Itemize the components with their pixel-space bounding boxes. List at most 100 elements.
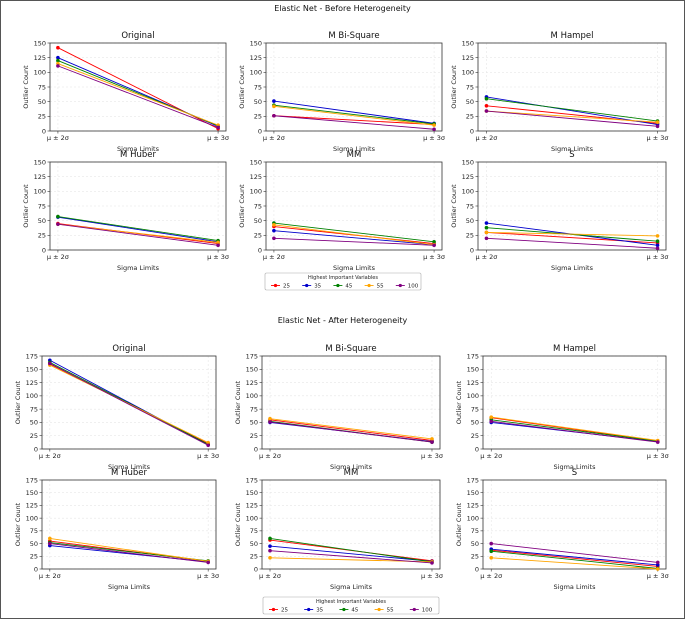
data-point-55: [655, 234, 660, 238]
y-tick-label: 0: [42, 246, 46, 254]
chart-group-1: Elastic Net - Before Heterogeneity 0 25 50 7…: [22, 4, 669, 291]
subplot-title: M Hampel: [551, 31, 594, 41]
x-tick-label: μ ± 3σ: [423, 134, 445, 142]
y-tick-label: 125: [250, 54, 262, 62]
legend-marker-100: [398, 283, 402, 288]
y-axis-label: Outlier Count: [238, 65, 246, 109]
data-point-100: [216, 125, 220, 130]
x-tick-label: μ ± 3σ: [197, 572, 219, 580]
x-tick-label: μ ± 3σ: [647, 253, 669, 261]
x-tick-label: μ ± 2σ: [475, 134, 497, 142]
data-point-100: [216, 243, 220, 248]
y-tick-label: 125: [34, 54, 46, 62]
y-tick-label: 150: [462, 158, 474, 166]
y-tick-label: 50: [466, 98, 474, 106]
series-line-45: [491, 550, 658, 569]
y-tick-label: 100: [467, 392, 479, 400]
x-tick-label: μ ± 2σ: [480, 452, 502, 460]
subplot-2: 0 25 50 75 100 125 150 175 μ ± 2σ μ ± 3σ M Bi-Squa…: [234, 344, 443, 471]
series-line-100: [491, 543, 658, 563]
y-tick-label: 50: [471, 419, 479, 427]
y-tick-label: 0: [475, 445, 479, 453]
y-tick-label: 150: [246, 489, 258, 497]
series-line-55: [57, 223, 219, 243]
plot-frame: [49, 161, 227, 251]
series-line-35: [269, 545, 433, 562]
x-tick-label: μ ± 2σ: [475, 253, 497, 261]
legend-marker-45: [336, 283, 340, 288]
y-tick-label: 100: [250, 188, 262, 196]
data-point-35: [272, 228, 276, 233]
y-tick-label: 25: [254, 232, 262, 240]
y-tick-label: 125: [26, 502, 38, 510]
legend-marker-35: [305, 283, 309, 288]
plot-frame: [49, 42, 227, 132]
data-point-25: [484, 103, 489, 108]
y-tick-label: 25: [471, 553, 479, 561]
subplot-5: 0 25 50 75 100 125 150 μ ± 2σ μ ± 3σ MM Sigma Limi…: [238, 150, 445, 272]
data-point-100: [268, 420, 272, 424]
series-line-100: [49, 363, 209, 446]
legend-marker-55: [367, 283, 371, 288]
data-point-100: [489, 541, 494, 546]
x-axis-label: Sigma Limits: [108, 463, 151, 471]
y-tick-label: 25: [466, 113, 474, 121]
y-tick-label: 75: [254, 83, 262, 91]
legend-marker-55: [377, 607, 381, 612]
data-point-55: [655, 120, 660, 124]
x-tick-label: μ ± 2σ: [39, 572, 61, 580]
y-tick-label: 100: [246, 514, 258, 522]
y-tick-label: 175: [26, 476, 38, 484]
subplot-6: 0 25 50 75 100 125 150 μ ± 2σ μ ± 3σ S Sigma Limit…: [450, 150, 669, 272]
data-point-35: [268, 544, 272, 548]
x-tick-label: μ ± 2σ: [39, 452, 61, 460]
y-tick-label: 25: [250, 432, 258, 440]
y-tick-label: 0: [470, 127, 474, 135]
subplot-title: S: [569, 150, 574, 160]
subplot-1: 0 25 50 75 100 125 150 175 μ ± 2σ μ ± 3σ Original S…: [14, 344, 219, 471]
x-tick-label: μ ± 2σ: [47, 253, 69, 261]
y-tick-label: 0: [258, 246, 262, 254]
y-tick-label: 75: [254, 202, 262, 210]
y-tick-label: 0: [254, 445, 258, 453]
subplot-title: S: [572, 468, 577, 478]
y-tick-label: 75: [250, 527, 258, 535]
legend-title: Highest Important Variables: [316, 599, 386, 605]
y-tick-label: 50: [30, 540, 38, 548]
y-tick-label: 0: [254, 565, 258, 573]
series-line-25: [269, 419, 433, 441]
subplot-4: 0 25 50 75 100 125 150 175 μ ± 2σ μ ± 3σ M Huber Si…: [14, 468, 219, 591]
subplot-title: MM: [344, 468, 359, 478]
data-point-55: [268, 416, 272, 421]
data-point-55: [272, 222, 276, 227]
x-tick-label: μ ± 2σ: [263, 253, 285, 261]
x-tick-label: μ ± 2σ: [263, 134, 285, 142]
y-tick-label: 0: [470, 246, 474, 254]
plot-frame: [261, 479, 441, 570]
x-tick-label: μ ± 2σ: [259, 452, 281, 460]
data-point-45: [489, 549, 494, 553]
series-line-55: [49, 538, 209, 562]
legend-label-25: 25: [283, 284, 290, 290]
y-tick-label: 50: [38, 217, 46, 225]
y-axis-label: Outlier Count: [234, 502, 242, 546]
y-tick-label: 150: [467, 489, 479, 497]
y-axis-label: Outlier Count: [455, 502, 463, 546]
legend-label-35: 35: [316, 608, 323, 614]
series-line-55: [57, 63, 219, 126]
legend-marker-25: [271, 607, 276, 612]
data-point-55: [489, 415, 494, 419]
data-point-100: [48, 361, 52, 366]
data-point-100: [655, 560, 660, 565]
y-tick-label: 100: [462, 188, 474, 196]
subplot-title: Original: [112, 344, 145, 354]
y-tick-label: 25: [38, 232, 46, 240]
y-axis-label: Outlier Count: [22, 65, 30, 109]
y-tick-label: 100: [26, 514, 38, 522]
data-point-100: [655, 440, 660, 444]
series-line-55: [273, 224, 435, 246]
plot-frame: [261, 355, 441, 450]
data-point-45: [655, 239, 660, 243]
series-line-100: [57, 65, 219, 128]
legend-label-55: 55: [377, 284, 384, 290]
